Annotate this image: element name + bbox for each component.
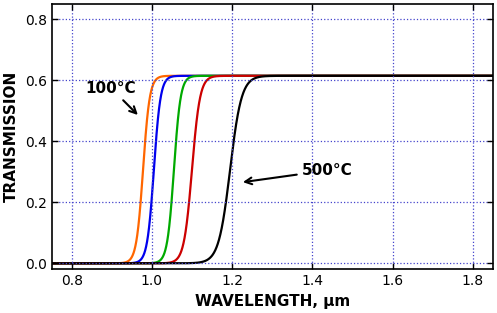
Text: 100°C: 100°C — [85, 80, 136, 113]
Text: 500°C: 500°C — [245, 163, 353, 184]
X-axis label: WAVELENGTH, μm: WAVELENGTH, μm — [195, 294, 350, 309]
Y-axis label: TRANSMISSION: TRANSMISSION — [4, 71, 19, 203]
